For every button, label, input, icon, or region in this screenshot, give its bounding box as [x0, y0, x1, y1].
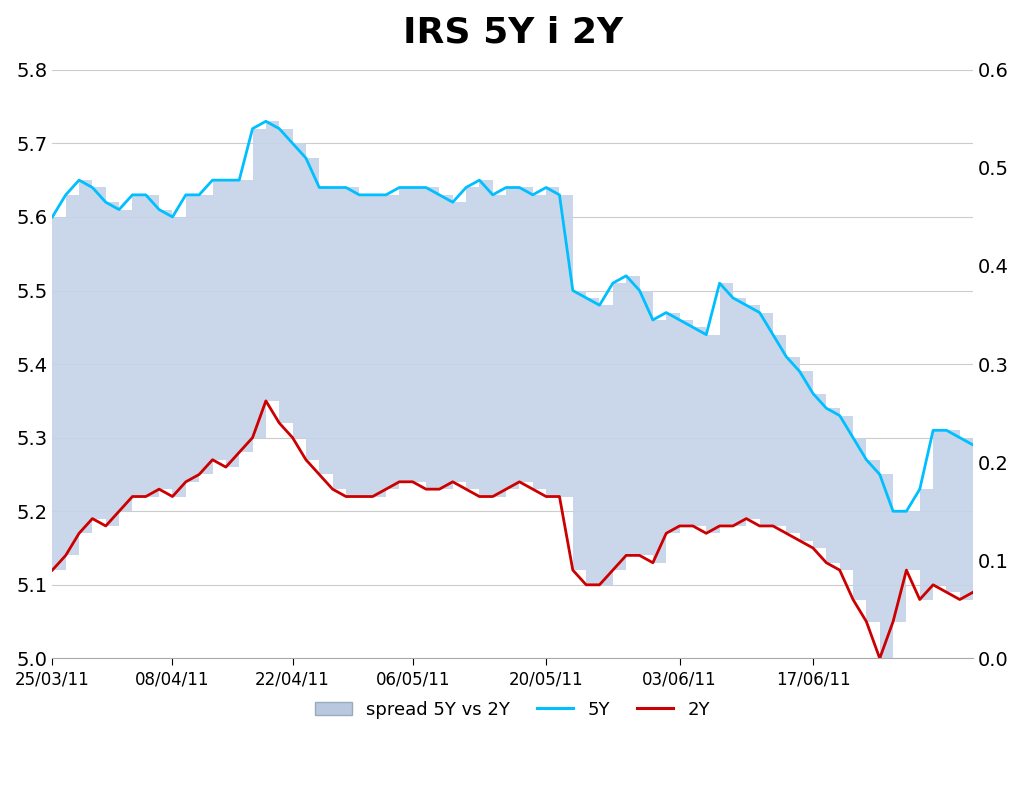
Legend: spread 5Y vs 2Y, 5Y, 2Y: spread 5Y vs 2Y, 5Y, 2Y: [308, 694, 718, 726]
Title: IRS 5Y i 2Y: IRS 5Y i 2Y: [402, 15, 623, 49]
